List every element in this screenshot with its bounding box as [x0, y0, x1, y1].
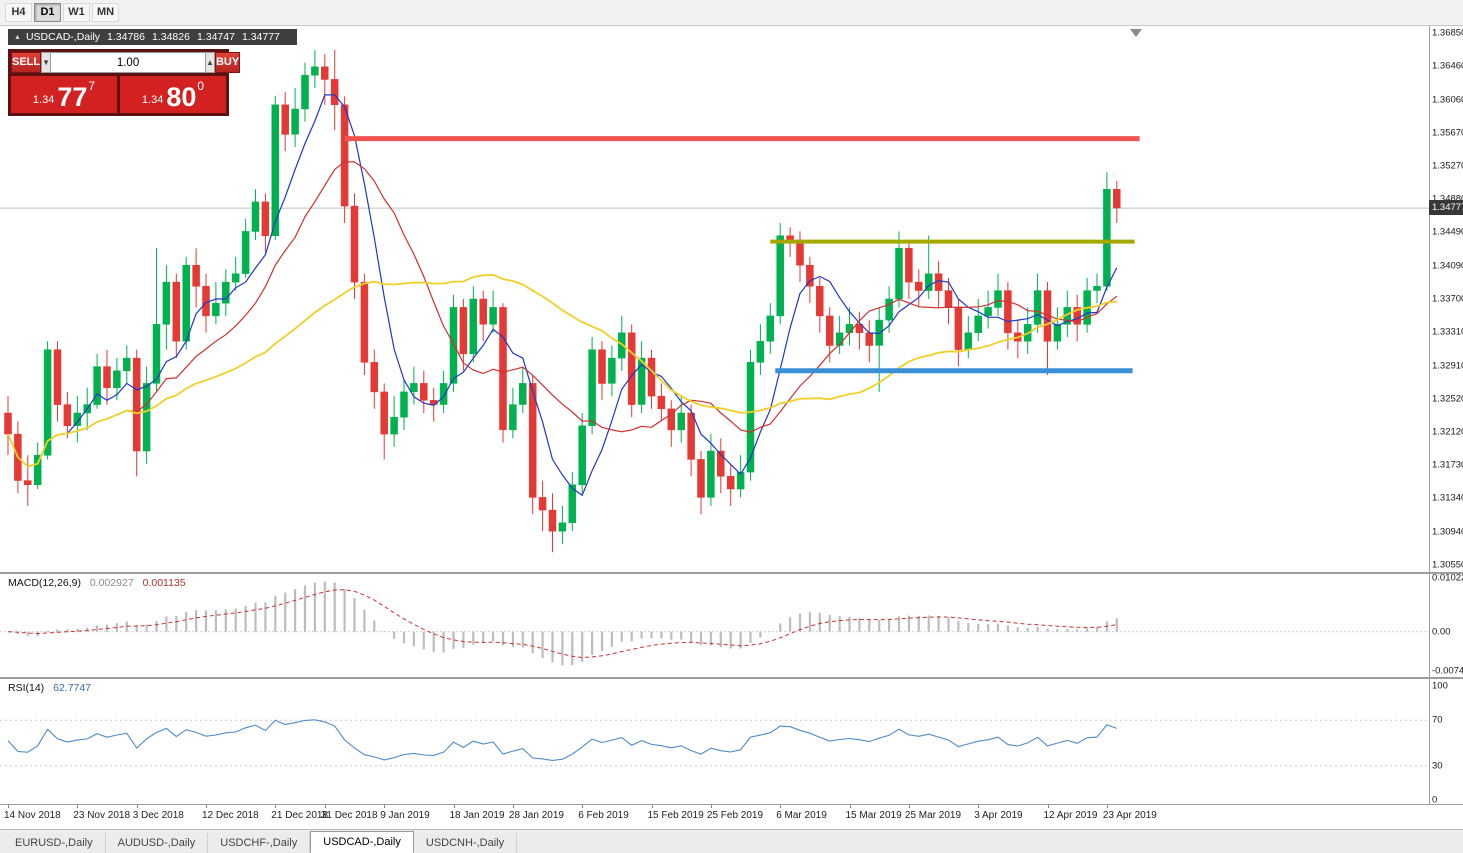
macd-label: MACD(12,26,9) [8, 577, 81, 589]
time-axis-label: 28 Jan 2019 [508, 810, 564, 821]
time-axis-label: 15 Mar 2019 [845, 810, 902, 821]
ohlc-low: 1.34747 [196, 31, 235, 43]
time-axis-label: 18 Jan 2019 [449, 810, 505, 821]
timeframe-buttons: H4 D1 W1 MN [5, 3, 121, 22]
chart-tab-usdchf[interactable]: USDCHF-,Daily [208, 833, 311, 853]
time-axis-label: 23 Nov 2018 [73, 810, 131, 821]
sell-price-base: 1.34 [32, 94, 55, 106]
time-axis-tick [206, 805, 207, 808]
time-axis-label: 3 Dec 2018 [132, 810, 184, 821]
ohlc-close: 1.34777 [241, 31, 280, 43]
chart-tab-usdcnh[interactable]: USDCNH-,Daily [414, 833, 518, 853]
time-axis-label: 3 Apr 2019 [974, 810, 1023, 821]
time-axis-tick [651, 805, 653, 808]
ohlc-open: 1.34786 [107, 31, 145, 43]
timeframe-button-w1[interactable]: W1 [63, 3, 90, 22]
time-axis-tick [780, 805, 782, 808]
macd-signal-value: 0.001135 [142, 577, 186, 589]
chart-tab-audusd[interactable]: AUDUSD-,Daily [106, 833, 209, 853]
chart-symbol-period: USDCAD-,Daily [25, 31, 101, 43]
chart-direction-icon: ▲ [14, 33, 21, 41]
timeframe-toolbar: H4 D1 W1 MN [0, 0, 1463, 26]
panel-splitter[interactable] [0, 677, 1463, 679]
time-axis-tick [1106, 805, 1108, 808]
time-axis-tick [275, 805, 277, 808]
rsi-label: RSI(14) [8, 682, 45, 694]
timeframe-button-mn[interactable]: MN [92, 3, 120, 22]
time-axis-tick [324, 805, 326, 808]
buy-price-display[interactable]: 1.34 80 0 [120, 76, 226, 113]
ohlc-high: 1.34826 [152, 31, 190, 43]
timeframe-button-h4[interactable]: H4 [5, 3, 32, 22]
time-axis-label: 15 Feb 2019 [647, 810, 704, 821]
time-axis[interactable]: 14 Nov 2018 23 Nov 2018 3 Dec 2018 12 Dec 2… [0, 804, 1463, 825]
panel-splitter[interactable] [0, 572, 1463, 574]
time-axis-tick [908, 805, 910, 808]
time-axis-label: 12 Apr 2019 [1043, 810, 1098, 821]
time-axis-label: 31 Dec 2018 [320, 810, 378, 821]
rsi-value: 62.7747 [53, 682, 92, 694]
time-axis-tick [8, 805, 9, 808]
sell-price-pips: 77 [57, 82, 88, 112]
rsi-panel[interactable] [0, 679, 1429, 804]
time-axis-label: 6 Feb 2019 [578, 810, 629, 821]
time-axis-label: 12 Dec 2018 [202, 810, 259, 821]
time-axis-label: 14 Nov 2018 [4, 810, 61, 821]
chart-title-bar: ▲ USDCAD-,Daily 1.34786 1.34826 1.34747 … [8, 29, 297, 45]
chart-tab-eurusd[interactable]: EURUSD-,Daily [3, 833, 106, 853]
price-axis[interactable] [1429, 26, 1463, 804]
time-axis-tick [582, 805, 584, 808]
time-axis-tick [1047, 805, 1049, 808]
time-axis-tick [136, 805, 138, 808]
buy-button[interactable]: BUY [214, 52, 241, 73]
macd-panel[interactable] [0, 574, 1429, 677]
time-axis-label: 25 Feb 2019 [706, 810, 764, 821]
time-axis-label: 9 Jan 2019 [380, 810, 430, 821]
volume-dropdown-icon[interactable]: ▼ [41, 52, 52, 73]
rsi-header: RSI(14) 62.7747 [8, 682, 97, 694]
volume-input[interactable] [51, 52, 206, 73]
macd-main-value: 0.002927 [89, 577, 134, 589]
buy-price-base: 1.34 [141, 94, 164, 106]
buy-price-pips: 80 [166, 82, 197, 112]
time-axis-label: 6 Mar 2019 [776, 810, 827, 821]
sell-price-display[interactable]: 1.34 77 7 [11, 76, 117, 113]
time-axis-tick [849, 805, 851, 808]
one-click-trading-widget: SELL ▼ ▲ BUY 1.34 77 7 1.34 80 0 [8, 49, 241, 116]
time-axis-label: 23 Apr 2019 [1102, 810, 1157, 821]
timeframe-button-d1[interactable]: D1 [34, 3, 61, 22]
volume-up-icon[interactable]: ▲ [205, 52, 215, 73]
time-axis-label: 25 Mar 2019 [904, 810, 962, 821]
time-axis-tick [710, 805, 712, 808]
macd-header: MACD(12,26,9) 0.002927 0.001135 [8, 577, 192, 589]
time-axis-tick [77, 805, 79, 808]
time-axis-tick [384, 805, 386, 808]
sell-button[interactable]: SELL [11, 52, 42, 73]
time-axis-tick [512, 805, 514, 808]
time-axis-tick [453, 805, 455, 808]
chart-tab-usdcad[interactable]: USDCAD-,Daily [310, 831, 414, 853]
chart-tab-bar: EURUSD-,Daily AUDUSD-,Daily USDCHF-,Daily U… [0, 829, 1463, 853]
time-axis-tick [978, 805, 980, 808]
current-price-tag: 1.34777 [1429, 200, 1463, 216]
sell-price-point: 7 [88, 79, 96, 93]
buy-price-point: 0 [197, 79, 205, 93]
time-axis-label: 21 Dec 2018 [271, 810, 329, 821]
